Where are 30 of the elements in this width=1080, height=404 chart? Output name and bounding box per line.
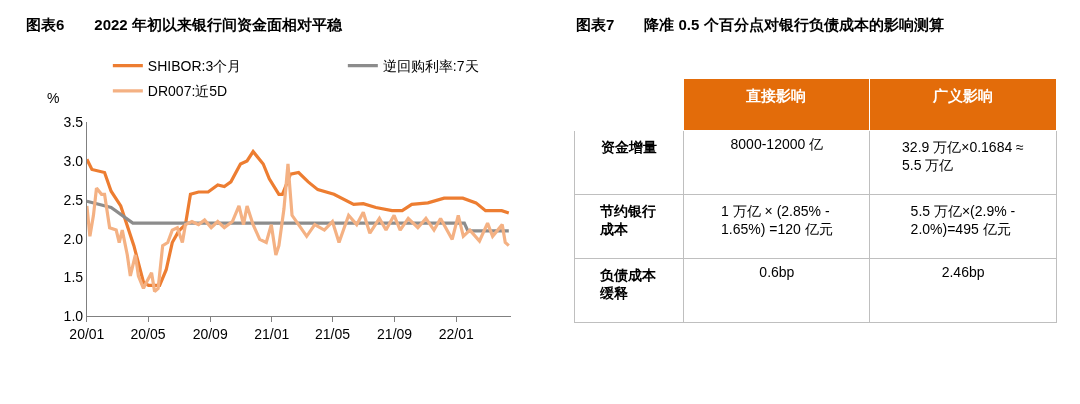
legend-label: 逆回购利率:7天 [382,58,479,75]
text: 0.6bp [759,264,795,281]
text: 2.46bp [941,264,985,281]
category-label: 负债成本缓释 [599,266,656,301]
y-axis-title: % [47,90,60,106]
category-label: 节约银行成本 [600,202,657,237]
y-tick-label: 2.5 [63,191,84,208]
text: 32.9 万亿×0.1684 ≈ 5.5 万亿 [902,138,1024,173]
y-tick-label: 1.5 [63,269,84,286]
legend-label: SHIBOR:3个月 [147,58,242,75]
category-label: 广义影响 [931,86,993,104]
y-tick-label: 3.0 [63,152,84,169]
category-label: 资金增量 [600,138,657,155]
x-tick-label: 20/01 [69,326,105,343]
y-tick-label: 2.0 [63,230,84,247]
y-tick-label: 3.5 [63,113,84,130]
x-tick-label: 21/01 [254,326,290,343]
category-label: 直接影响 [745,86,807,104]
x-tick-label: 20/05 [130,326,166,343]
y-tick-label: 1.0 [63,308,84,325]
x-tick-label: 22/01 [438,326,474,343]
legend-label: DR007:近5D [147,83,228,100]
x-tick-label: 20/09 [192,326,228,343]
text: 5.5 万亿×(2.9% - 2.0%)=495 亿元 [910,202,1016,237]
text: 8000-12000 亿 [730,136,824,153]
x-tick-label: 21/09 [377,326,413,343]
text: 1 万亿 × (2.85% - 1.65%) =120 亿元 [721,202,833,237]
text: 图表7 降准 0.5 个百分点对银行负债成本的影响测算 [576,16,944,33]
x-tick-label: 21/05 [314,326,351,343]
chart-title: 图表6 2022 年初以来银行间资金面相对平稳 [26,16,343,33]
